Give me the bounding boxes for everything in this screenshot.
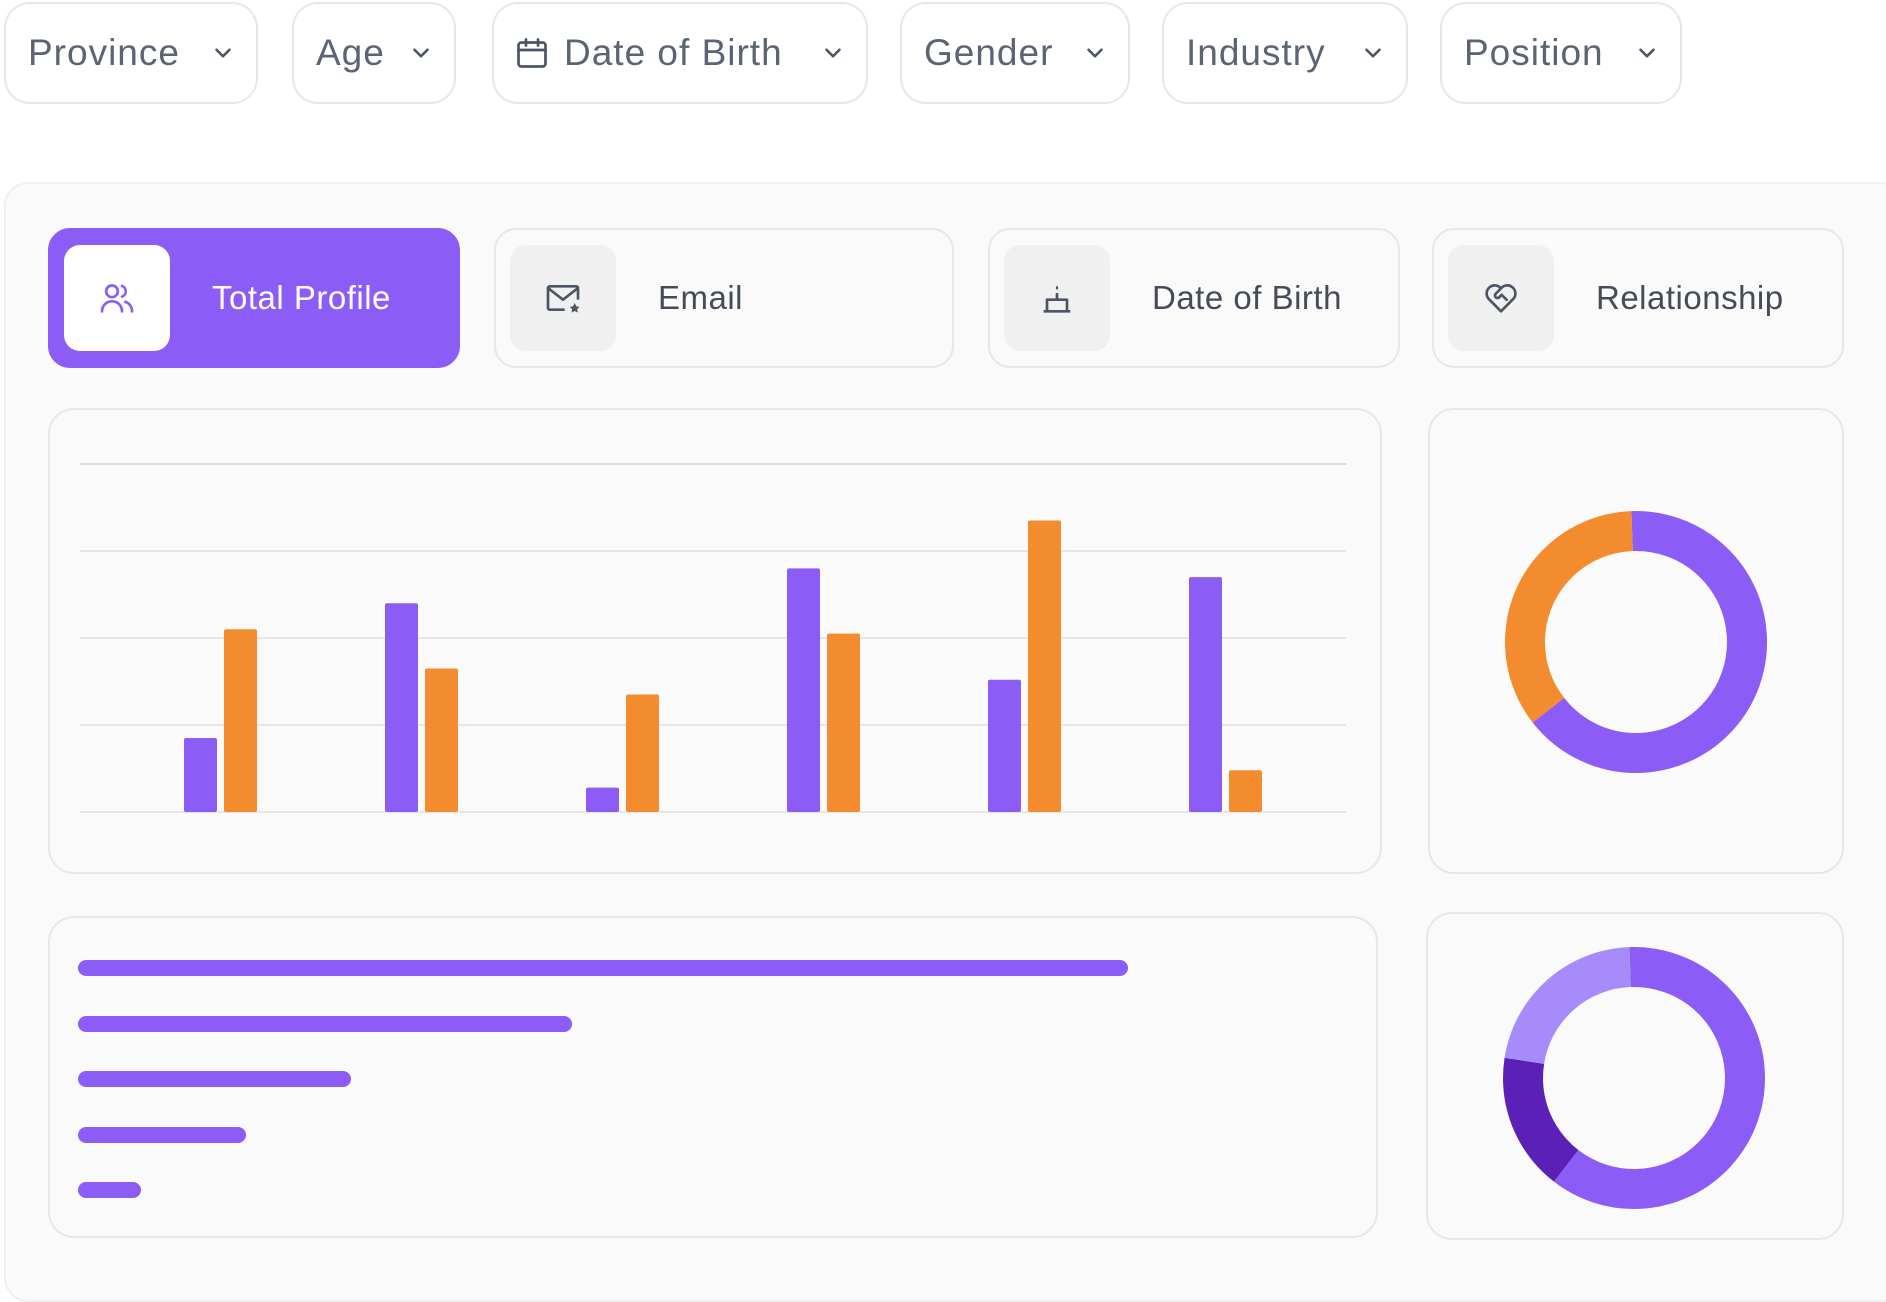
bar-mark bbox=[626, 694, 659, 812]
horizontal-bar bbox=[78, 1071, 351, 1087]
chevron-down-icon bbox=[1365, 48, 1381, 58]
donut-chart-1 bbox=[1505, 511, 1767, 773]
horizontal-bar bbox=[78, 960, 1128, 976]
date-of-birth-filter[interactable]: Date of Birth bbox=[492, 2, 868, 104]
donut-slice bbox=[1505, 511, 1767, 773]
donut-chart-card-1 bbox=[1428, 408, 1844, 874]
tab-relationship[interactable]: Relationship bbox=[1432, 228, 1844, 368]
tab-total-profile[interactable]: Total Profile bbox=[48, 228, 460, 368]
tab-date-of-birth[interactable]: Date of Birth bbox=[988, 228, 1400, 368]
bar-mark bbox=[425, 668, 458, 812]
tab-icon-box bbox=[1004, 245, 1110, 351]
bar-mark bbox=[224, 629, 257, 812]
horizontal-bar-card bbox=[48, 916, 1378, 1238]
tab-relationship-label: Relationship bbox=[1596, 279, 1784, 316]
donut-slice bbox=[1503, 947, 1765, 1209]
donut-chart-2 bbox=[1503, 947, 1765, 1209]
bar-mark bbox=[1189, 577, 1222, 812]
email-star-icon bbox=[546, 285, 580, 313]
tab-total-profile-label: Total Profile bbox=[212, 279, 391, 316]
donut-slice bbox=[1503, 947, 1765, 1209]
chevron-down-icon bbox=[413, 48, 429, 58]
horizontal-bar bbox=[78, 1182, 141, 1198]
chevron-down-icon bbox=[1639, 48, 1655, 58]
province-filter[interactable]: Province bbox=[4, 2, 258, 104]
position-filter[interactable]: Position bbox=[1440, 2, 1682, 104]
position-filter-label: Position bbox=[1464, 32, 1604, 73]
gender-filter-label: Gender bbox=[924, 32, 1054, 73]
province-filter-label: Province bbox=[28, 32, 180, 73]
industry-filter[interactable]: Industry bbox=[1162, 2, 1408, 104]
bar-mark bbox=[1229, 770, 1262, 812]
tab-icon-box bbox=[64, 245, 170, 351]
calendar-icon bbox=[517, 38, 547, 68]
bar-mark bbox=[988, 679, 1021, 812]
users-icon bbox=[100, 284, 134, 313]
age-filter-label: Age bbox=[316, 32, 385, 73]
donut-chart-card-2 bbox=[1426, 912, 1844, 1240]
bar-mark bbox=[1028, 520, 1061, 812]
horizontal-bar bbox=[78, 1126, 246, 1143]
date-of-birth-filter-label: Date of Birth bbox=[564, 32, 783, 73]
tab-email[interactable]: Email bbox=[494, 228, 954, 368]
bar-mark bbox=[827, 633, 860, 812]
bar-mark bbox=[787, 568, 820, 812]
tab-icon-box bbox=[1448, 245, 1554, 351]
chevron-down-icon bbox=[1087, 48, 1103, 58]
chevron-down-icon bbox=[215, 48, 231, 58]
bar-mark bbox=[586, 787, 619, 812]
tab-email-label: Email bbox=[658, 279, 744, 316]
heart-handshake-icon bbox=[1485, 284, 1517, 313]
age-filter[interactable]: Age bbox=[292, 2, 456, 104]
gender-filter[interactable]: Gender bbox=[900, 2, 1130, 104]
chevron-down-icon bbox=[825, 48, 841, 58]
tab-date-of-birth-label: Date of Birth bbox=[1152, 279, 1342, 316]
filter-bar: Province Age Date of Birth Gender Indust… bbox=[0, 0, 1886, 110]
tab-icon-box bbox=[510, 245, 616, 351]
horizontal-bar bbox=[78, 1015, 572, 1032]
bar-chart-card bbox=[48, 408, 1382, 874]
bar-chart bbox=[80, 463, 1346, 813]
industry-filter-label: Industry bbox=[1186, 32, 1326, 73]
bar-mark bbox=[184, 738, 217, 812]
bar-mark bbox=[385, 603, 418, 812]
cake-icon bbox=[1043, 285, 1071, 313]
